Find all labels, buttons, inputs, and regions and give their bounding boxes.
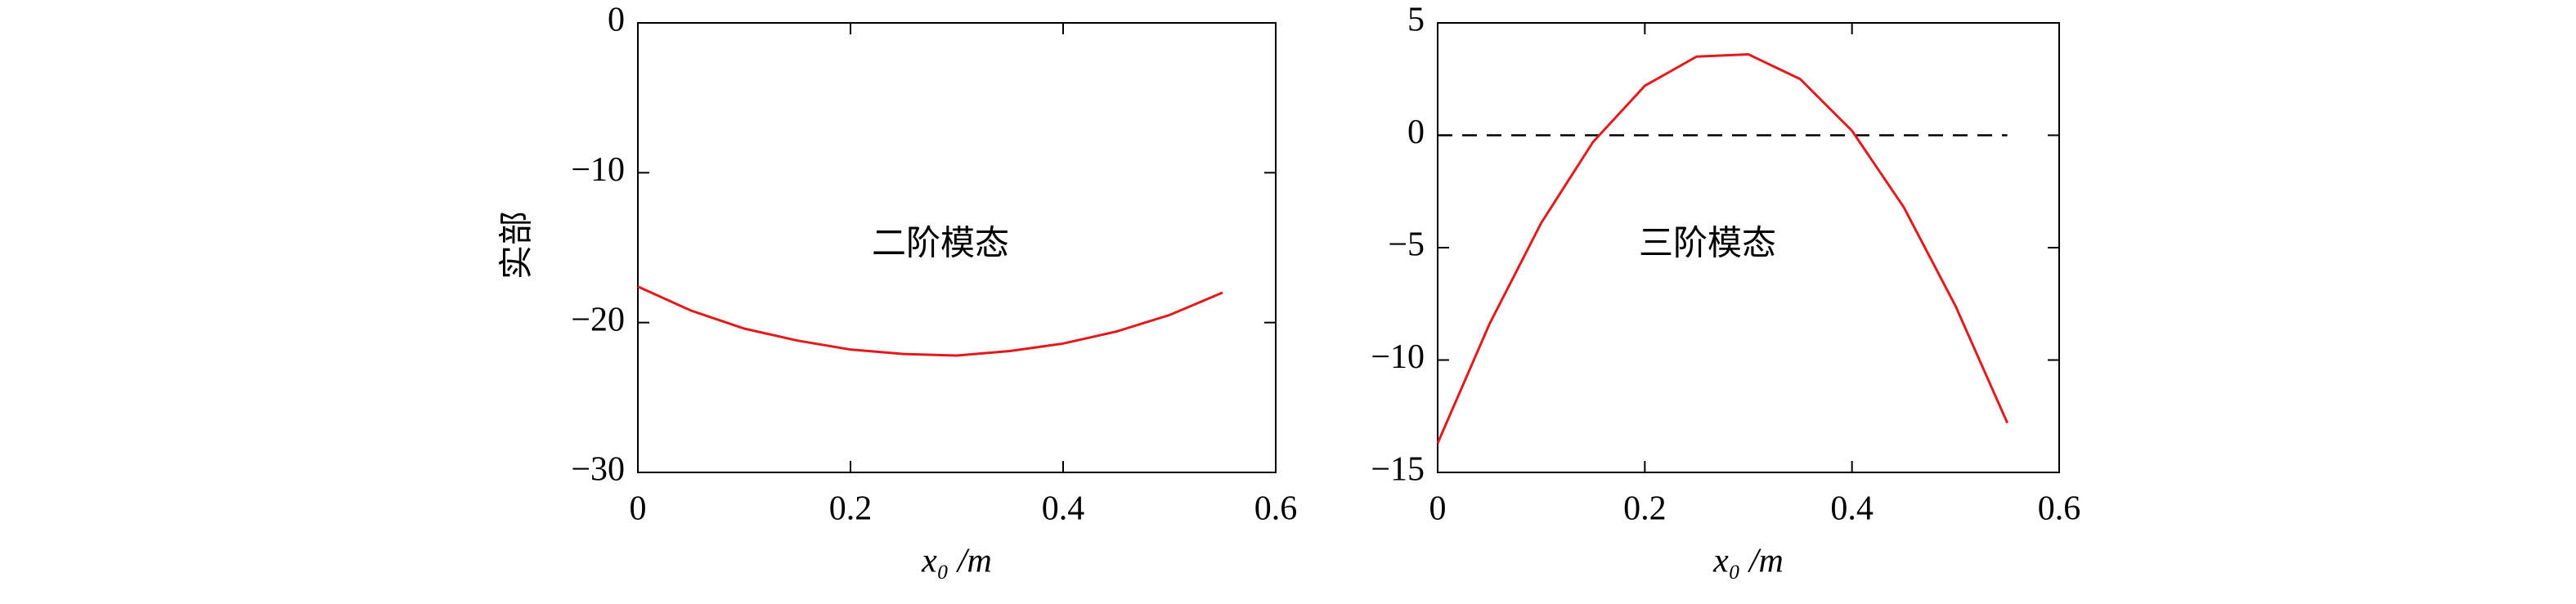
y-tick-label: −10: [571, 151, 625, 189]
plot-frame: [1437, 22, 2060, 473]
annotation: 三阶模态: [1639, 226, 1776, 263]
data-line: [1436, 52, 2009, 444]
y-tick-label: −20: [571, 301, 625, 338]
x-tick-label: 0: [1429, 490, 1447, 528]
x-tick-label: 0.4: [1830, 490, 1874, 528]
y-tick-label: 5: [1407, 2, 1425, 39]
y-axis-label: 实部: [498, 211, 536, 280]
data-line: [637, 285, 1223, 357]
x-axis-label: x₀ /m: [921, 543, 992, 580]
plot-frame: [637, 22, 1277, 473]
x-tick-label: 0: [630, 490, 647, 528]
y-tick-label: 0: [1407, 114, 1425, 151]
y-tick-label: −30: [571, 451, 625, 489]
y-tick-label: −10: [1371, 338, 1425, 376]
x-tick-label: 0.6: [1254, 490, 1298, 528]
y-tick-label: 0: [608, 2, 625, 39]
y-tick-label: −15: [1371, 451, 1425, 489]
x-tick-label: 0.6: [2038, 490, 2081, 528]
annotation: 二阶模态: [872, 226, 1009, 263]
x-tick-label: 0.2: [829, 490, 873, 528]
x-tick-label: 0.2: [1623, 490, 1667, 528]
y-tick-label: −5: [1388, 226, 1425, 264]
x-axis-label: x₀ /m: [1712, 543, 1784, 580]
x-tick-label: 0.4: [1042, 490, 1085, 528]
